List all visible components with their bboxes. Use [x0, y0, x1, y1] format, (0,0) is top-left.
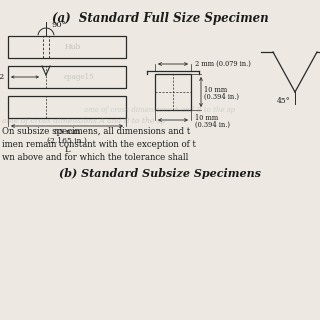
Text: 2 mm (0.079 in.): 2 mm (0.079 in.) [195, 60, 251, 68]
Text: imen remain constant with the exception of t: imen remain constant with the exception … [2, 140, 196, 149]
Text: On subsize specimens, all dimensions and t: On subsize specimens, all dimensions and… [2, 127, 190, 136]
Text: epage15: epage15 [64, 73, 94, 81]
Text: Hub: Hub [65, 43, 81, 51]
Text: 55 mm: 55 mm [54, 128, 80, 136]
Text: ame of cross dimensions A and B to the sp: ame of cross dimensions A and B to the s… [84, 106, 236, 114]
Bar [155, 74, 191, 110]
Text: (2.165 in.): (2.165 in.) [47, 137, 87, 145]
Text: (a)  Standard Full Size Specimen: (a) Standard Full Size Specimen [52, 12, 268, 25]
Text: (0.394 in.): (0.394 in.) [195, 121, 230, 129]
Bar [8, 96, 126, 118]
Bar [8, 66, 126, 88]
Text: 45°: 45° [276, 97, 290, 105]
Text: (b) Standard Subsize Specimens: (b) Standard Subsize Specimens [59, 168, 261, 179]
Text: ame of cross dimensions A and B to the sp: ame of cross dimensions A and B to the s… [2, 117, 165, 125]
Text: wn above and for which the tolerance shall: wn above and for which the tolerance sha… [2, 153, 188, 162]
Text: L: L [64, 146, 70, 154]
Text: 90°: 90° [51, 21, 66, 29]
Text: (0.394 in.): (0.394 in.) [204, 93, 239, 101]
Bar [8, 36, 126, 58]
Text: 10 mm: 10 mm [195, 114, 218, 122]
Text: 2: 2 [0, 73, 4, 81]
Text: 10 mm: 10 mm [204, 86, 227, 94]
